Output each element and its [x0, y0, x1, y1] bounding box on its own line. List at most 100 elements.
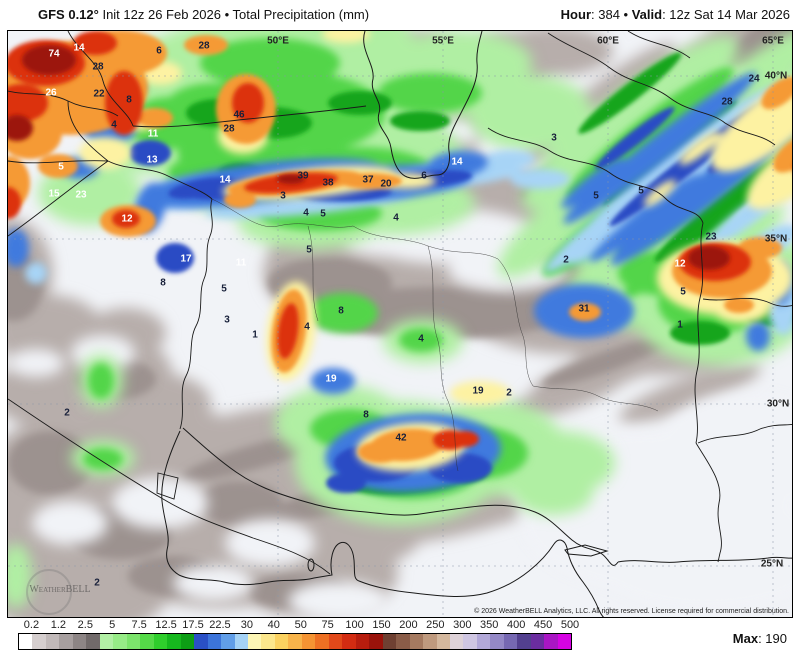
precip-value-label: 4: [393, 213, 399, 224]
colorbar-cell: [409, 634, 424, 649]
watermark-circle-icon: [26, 569, 72, 615]
colorbar-area: 0.2 1.2 2.5 5 7.5 12.5 17.5 22.5 30 40 50 75 100 150 2…: [0, 618, 800, 657]
colorbar-tick-label: 50: [294, 619, 307, 631]
precip-value-label: 5: [680, 287, 686, 298]
colorbar-tick-label: 350: [480, 619, 499, 631]
graticule-labels: 50°E 55°E 60°E 65°E 40°N 35°N 30°N 25°N: [267, 36, 789, 570]
colorbar-cell: [423, 634, 437, 649]
precip-value-label: 4: [111, 120, 117, 131]
colorbar-cell: [113, 634, 127, 649]
dark-red-precip-areas: [8, 45, 730, 270]
precip-value-label: 2: [64, 408, 70, 419]
precip-value-label: 5: [58, 162, 64, 173]
colorbar-cell: [140, 634, 154, 649]
colorbar-cell: [301, 634, 316, 649]
colorbar-tick-label: 450: [533, 619, 553, 631]
colorbar-tick-label: 100: [345, 619, 364, 631]
watermark-text: WeatherBELL: [29, 584, 91, 595]
precip-value-label: 1: [252, 330, 258, 341]
colorbar-cell: [517, 634, 531, 649]
precip-value-label: 14: [451, 157, 463, 168]
precip-value-label: 17: [180, 254, 192, 265]
map-canvas: 50°E 55°E 60°E 65°E40°N35°N30°N25°N 7426142…: [8, 31, 792, 617]
colorbar-tick-label: 40: [267, 619, 280, 631]
precip-value-label: 39: [297, 171, 309, 182]
colorbar-cell: [72, 634, 87, 649]
precip-value-label: 2: [563, 255, 569, 266]
precip-value-label: 23: [705, 232, 717, 243]
precip-value-label: 37: [362, 175, 374, 186]
colorbar-tick-label: 1.2: [50, 619, 67, 631]
colorbar-cell: [207, 634, 222, 649]
colorbar-cell: [342, 634, 356, 649]
precip-value-label: 12: [674, 259, 686, 270]
precip-value-label: 28: [223, 124, 235, 135]
copyright-text: © 2026 WeatherBELL Analytics, LLC. All r…: [474, 608, 789, 615]
precip-value-label: 42: [395, 433, 407, 444]
precip-value-label: 11: [236, 258, 247, 269]
hour-value: : 384 •: [591, 7, 632, 22]
colorbar-cell: [382, 634, 397, 649]
colorbar-cell: [315, 634, 329, 649]
colorbar-cell: [530, 634, 545, 649]
province-borders: [211, 198, 659, 472]
precip-value-label: 8: [160, 278, 166, 289]
precip-value-label: 12: [121, 214, 133, 225]
colorbar-cell: [355, 634, 370, 649]
precip-value-label: 20: [380, 179, 392, 190]
precip-value-label: 22: [93, 89, 105, 100]
precip-value-label: 5: [320, 209, 326, 220]
precip-value-label: 74: [48, 49, 60, 60]
colorbar-cell: [463, 634, 477, 649]
graticule-label: 65°E: [762, 36, 784, 47]
valid-value: : 12z Sat 14 Mar 2026: [662, 7, 790, 22]
precip-value-label: 8: [363, 410, 369, 421]
precip-value-label: 5: [306, 245, 312, 256]
precip-value-label: 23: [75, 190, 87, 201]
precip-value-label: 3: [224, 315, 230, 326]
colorbar-tick-label: 17.5: [182, 619, 204, 631]
valid-time: Hour: 384 • Valid: 12z Sat 14 Mar 2026: [561, 7, 790, 22]
precip-value-label: 28: [198, 41, 210, 52]
colorbar-cell: [167, 634, 181, 649]
colorbar-tick-labels: 0.2 1.2 2.5 5 7.5 12.5 17.5 22.5 30 40 50 75 100 150 2…: [18, 619, 579, 632]
colorbar-cell: [180, 634, 195, 649]
precip-value-label: 24: [748, 74, 760, 85]
watermark-logo: WeatherBELL: [20, 569, 100, 615]
precip-value-label: 19: [325, 374, 337, 385]
colorbar-cell: [99, 634, 114, 649]
model-title: GFS 0.12° Init 12z 26 Feb 2026 • Total P…: [38, 7, 369, 22]
colorbar-tick-label: 22.5: [209, 619, 231, 631]
colorbar-cell: [59, 634, 73, 649]
precip-value-label: 19: [472, 386, 484, 397]
precip-value-label: 28: [92, 62, 104, 73]
graticule-label: 60°E: [597, 36, 619, 47]
precip-value-label: 28: [721, 97, 733, 108]
precip-value-label: 4: [303, 208, 309, 219]
colorbar-cell: [557, 634, 572, 649]
colorbar-cell: [396, 634, 410, 649]
colorbar-cell: [126, 634, 141, 649]
colorbar: [18, 633, 572, 650]
colorbar-cell: [261, 634, 275, 649]
precip-value-label: 38: [322, 178, 334, 189]
precip-value-label: 14: [219, 175, 231, 186]
colorbar-cell: [544, 634, 558, 649]
precip-value-label: 5: [638, 186, 644, 197]
colorbar-cell: [247, 634, 262, 649]
precip-value-label: 4: [418, 334, 424, 345]
precip-value-label: 11: [148, 129, 159, 140]
precip-value-label: 2: [506, 388, 512, 399]
colorbar-cell: [490, 634, 504, 649]
colorbar-tick-label: 7.5: [131, 619, 147, 631]
precip-value-label: 5: [221, 284, 227, 295]
colorbar-cell: [328, 634, 343, 649]
graticule-lines: [8, 31, 792, 617]
precip-value-label: 2: [94, 578, 100, 589]
colorbar-tick-label: 500: [560, 619, 580, 631]
colorbar-tick-label: 300: [453, 619, 472, 631]
precip-value-label: 8: [338, 306, 344, 317]
colorbar-tick-label: 30: [240, 619, 253, 631]
